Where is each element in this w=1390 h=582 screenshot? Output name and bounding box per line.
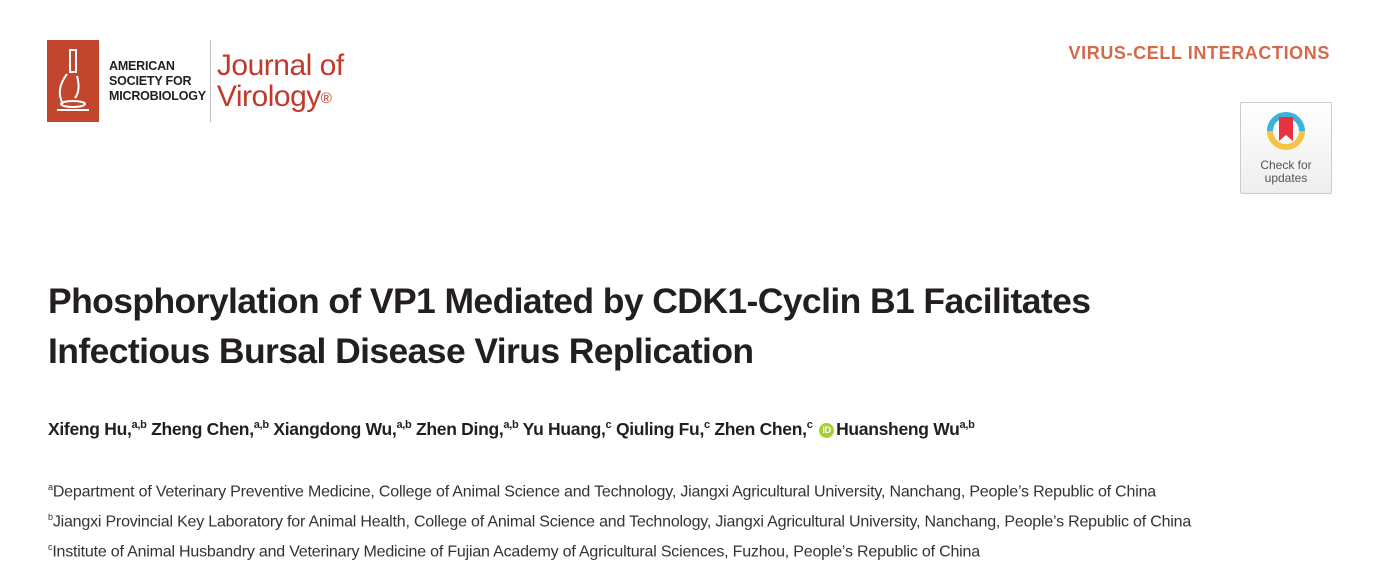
author-name: Xifeng Hu, — [48, 419, 132, 439]
society-line: MICROBIOLOGY — [109, 88, 206, 103]
journal-name-line2: Virology — [216, 80, 321, 113]
author-name: Zhen Ding, — [416, 419, 504, 439]
affiliation-mark: b — [48, 512, 53, 522]
section-label: VIRUS-CELL INTERACTIONS — [1068, 43, 1330, 63]
society-line: SOCIETY FOR — [109, 73, 192, 88]
author-affiliation-mark: a,b — [396, 419, 412, 432]
affiliation-text: Department of Veterinary Preventive Medi… — [52, 483, 1156, 501]
author-affiliation-mark: c — [704, 419, 710, 432]
title-line: Phosphorylation of VP1 Mediated by CDK1-… — [48, 281, 1091, 321]
affiliation-a: aDepartment of Veterinary Preventive Med… — [48, 482, 1156, 501]
author-name: Zhen Chen, — [714, 419, 807, 439]
author-name: Huansheng Wu — [836, 419, 960, 439]
society-name: AMERICAN SOCIETY FOR MICROBIOLOGY — [109, 59, 206, 104]
author-affiliation-mark: a,b — [131, 419, 147, 432]
affiliation-text: Jiangxi Provincial Key Laboratory for An… — [52, 513, 1192, 531]
author-affiliation-mark: a,b — [253, 419, 269, 432]
article-title: Phosphorylation of VP1 Mediated by CDK1-… — [48, 276, 1091, 376]
orcid-icon[interactable]: iD — [819, 422, 835, 438]
author-name: Qiuling Fu, — [615, 419, 705, 439]
journal-logo: AMERICAN SOCIETY FOR MICROBIOLOGY Journa… — [47, 40, 344, 122]
author-affiliation-mark: c — [605, 419, 612, 432]
affiliation-text: Institute of Animal Husbandry and Veteri… — [52, 543, 980, 561]
check-updates-text: Check for — [1260, 158, 1312, 172]
author-affiliation-mark: a,b — [959, 419, 975, 432]
author-affiliation-mark: c — [806, 419, 813, 432]
journal-name-line1: Journal of — [216, 49, 344, 82]
affiliation-b: bJiangxi Provincial Key Laboratory for A… — [48, 512, 1191, 531]
author-affiliation-mark: a,b — [503, 419, 519, 432]
title-line: Infectious Bursal Disease Virus Replicat… — [48, 331, 754, 371]
affiliation-mark: c — [48, 542, 53, 552]
journal-name: Journal of Virology® — [217, 50, 344, 112]
check-for-updates-button[interactable]: Check for updates — [1240, 102, 1332, 194]
logo-divider — [209, 40, 211, 122]
registered-mark: ® — [320, 90, 332, 107]
microscope-icon — [47, 40, 99, 122]
affiliation-c: cInstitute of Animal Husbandry and Veter… — [48, 542, 980, 561]
author-name: Xiangdong Wu, — [273, 419, 397, 439]
society-line: AMERICAN — [109, 58, 175, 73]
author-list: Xifeng Hu,a,b Zheng Chen,a,b Xiangdong W… — [48, 419, 975, 440]
crossmark-icon — [1267, 112, 1305, 150]
check-updates-text: updates — [1264, 171, 1308, 185]
author-name: Zheng Chen, — [151, 419, 254, 439]
affiliation-mark: a — [48, 482, 53, 492]
author-name: Yu Huang, — [522, 419, 606, 439]
